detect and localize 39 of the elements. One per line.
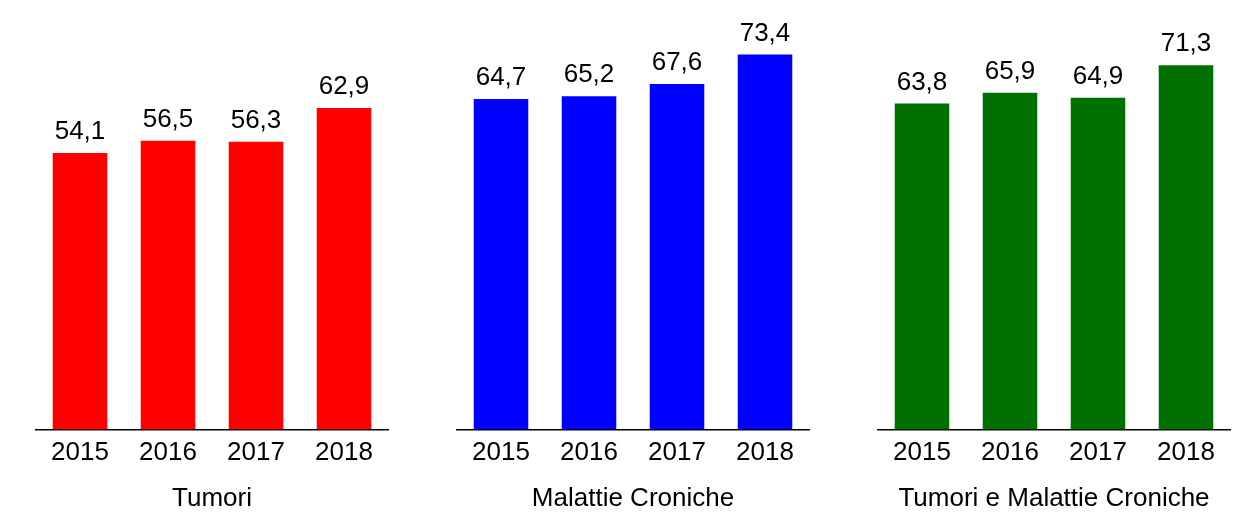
bar	[1070, 97, 1126, 430]
bar	[982, 92, 1038, 430]
data-label: 65,2	[563, 58, 615, 89]
x-axis-title: Tumori	[172, 481, 252, 512]
x-tick-label: 2017	[1069, 436, 1127, 467]
x-tick-label: 2016	[139, 436, 197, 467]
x-tick-label: 2016	[560, 436, 618, 467]
bar	[316, 108, 372, 430]
data-label: 71,3	[1160, 27, 1212, 58]
data-label: 73,4	[739, 16, 791, 47]
data-label: 65,9	[984, 54, 1036, 85]
bar	[561, 96, 617, 430]
bar	[52, 153, 108, 430]
data-label: 54,1	[54, 115, 106, 146]
data-label: 56,5	[142, 102, 194, 133]
data-label: 56,3	[230, 103, 282, 134]
x-tick-label: 2015	[51, 436, 109, 467]
x-tick-label: 2016	[981, 436, 1039, 467]
x-tick-label: 2017	[227, 436, 285, 467]
x-axis-title: Tumori e Malattie Croniche	[898, 481, 1210, 512]
bar	[649, 84, 705, 430]
data-label: 64,7	[475, 61, 527, 92]
x-tick-label: 2015	[893, 436, 951, 467]
x-tick-label: 2018	[315, 436, 373, 467]
data-label: 62,9	[318, 70, 370, 101]
x-tick-label: 2018	[736, 436, 794, 467]
data-label: 63,8	[896, 65, 948, 96]
x-tick-label: 2018	[1157, 436, 1215, 467]
data-label: 67,6	[651, 46, 703, 77]
x-axis-title: Malattie Croniche	[531, 481, 735, 512]
bar	[894, 103, 950, 430]
data-label: 64,9	[1072, 60, 1124, 91]
bar	[737, 54, 793, 430]
x-tick-label: 2015	[472, 436, 530, 467]
bar	[1158, 65, 1214, 430]
bar	[140, 140, 196, 430]
bar	[228, 141, 284, 430]
bar	[473, 98, 529, 430]
x-tick-label: 2017	[648, 436, 706, 467]
